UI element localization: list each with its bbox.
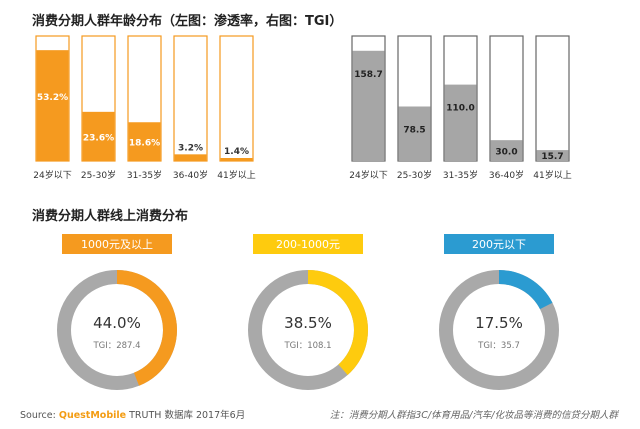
penetration-bar (82, 111, 115, 161)
penetration-bar-frame (173, 35, 208, 162)
online-spending-title: 消费分期人群线上消费分布 (32, 209, 189, 224)
donut-tgi: TGI：108.1 (283, 341, 331, 351)
tgi-bar-frame (535, 35, 570, 162)
tgi-value-label: 30.0 (495, 148, 517, 158)
penetration-bar (128, 122, 161, 161)
tgi-category-label: 24岁以下 (349, 169, 387, 181)
range-pill-label: 200-1000元 (276, 238, 340, 251)
tgi-bar (398, 106, 431, 161)
donut-share (117, 270, 178, 386)
penetration-value-label: 53.2% (37, 93, 68, 103)
donut-percentage: 38.5% (284, 314, 332, 332)
source-line: Source: QuestMobile TRUTH 数据库 2017年6月 (20, 407, 245, 421)
tgi-category-label: 36-40岁 (489, 169, 524, 181)
tgi-category-label: 31-35岁 (443, 169, 478, 181)
penetration-value-label: 18.6% (129, 139, 160, 149)
penetration-category-label: 31-35岁 (127, 169, 162, 181)
tgi-bar (444, 84, 477, 161)
penetration-bar (174, 154, 207, 161)
range-pill (444, 234, 554, 254)
tgi-value-label: 78.5 (403, 125, 425, 135)
age-distribution-title: 消费分期人群年龄分布（左图：渗透率，右图：TGI） (32, 14, 343, 29)
penetration-bar (220, 158, 253, 161)
tgi-value-label: 110.0 (446, 104, 474, 114)
penetration-value-label: 1.4% (224, 147, 249, 157)
tgi-value-label: 158.7 (354, 70, 382, 80)
penetration-category-label: 36-40岁 (173, 169, 208, 181)
donut-share (499, 270, 553, 310)
footnote: 注：消费分期人群指3C/体育用品/汽车/化妆品等消费的信贷分期人群 (329, 410, 618, 421)
penetration-value-label: 3.2% (178, 143, 203, 153)
penetration-category-label: 25-30岁 (81, 169, 116, 181)
range-pill-label: 1000元及以上 (81, 238, 153, 251)
questmobile-brand: QuestMobile (58, 410, 127, 421)
tgi-value-label: 15.7 (541, 152, 563, 162)
penetration-bar (36, 50, 69, 161)
penetration-value-label: 23.6% (83, 133, 114, 143)
donut-percentage: 44.0% (93, 314, 141, 332)
donut-tgi: TGI：287.4 (92, 341, 140, 351)
tgi-bar (490, 140, 523, 161)
source-database: TRUTH 数据库 2017年6月 (129, 410, 246, 421)
tgi-bar (352, 50, 385, 161)
penetration-category-label: 24岁以下 (33, 169, 71, 181)
donut-share (308, 270, 368, 376)
range-pill (253, 234, 363, 254)
tgi-bar (536, 150, 569, 161)
tgi-category-label: 41岁以上 (533, 169, 571, 181)
donut-tgi: TGI：35.7 (477, 341, 520, 351)
source-label: Source: (20, 410, 56, 421)
tgi-category-label: 25-30岁 (397, 169, 432, 181)
penetration-category-label: 41岁以上 (217, 169, 255, 181)
range-pill-label: 200元以下 (472, 238, 526, 251)
range-pill (62, 234, 172, 254)
donut-percentage: 17.5% (475, 314, 523, 332)
penetration-bar-frame (219, 35, 254, 162)
